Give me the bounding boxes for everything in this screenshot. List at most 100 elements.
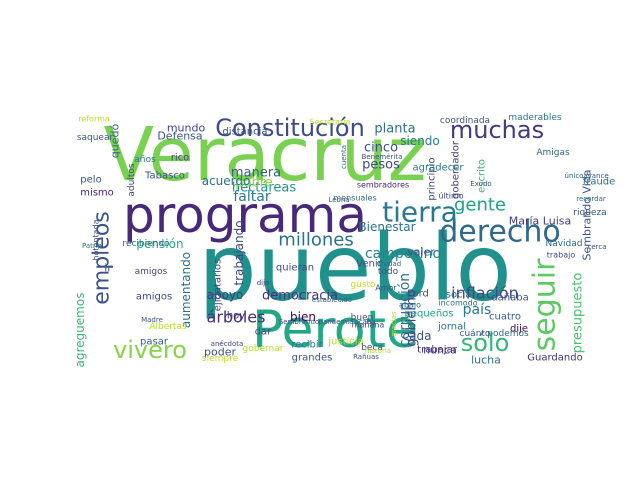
word-cerca: cerca (587, 243, 606, 251)
word-apoyo: apoyo (207, 288, 244, 302)
word-gobernador: gobernador (451, 140, 462, 199)
word-manana: mañana (352, 321, 385, 330)
word-trabajando: trabajando (232, 220, 246, 285)
word-seguir: seguir (528, 258, 563, 351)
word-inflacion: inflación (451, 284, 519, 303)
word-sembradores: sembradores (357, 181, 409, 190)
word-poder: poder (204, 346, 236, 359)
word-gusto: gusto (350, 280, 376, 290)
word-mismo: mismo (80, 188, 114, 199)
word-hotentada: hotentada (92, 219, 101, 260)
word-riqueza: riqueza (573, 208, 606, 218)
word-acaba: acaba (354, 318, 375, 326)
word-grandes: grandes (292, 353, 333, 364)
word-ejidatarios: ejidatarios (213, 259, 224, 311)
word-pobre: pobre (235, 176, 273, 191)
word-agreguemos: agreguemos (73, 293, 87, 368)
word-establecido: establecido (312, 296, 352, 304)
word-amor: Amor (375, 284, 397, 293)
word-ir: ir (104, 262, 112, 275)
word-danaba: dañaba (491, 293, 528, 304)
word-podemos: podemos (487, 329, 529, 339)
word-historia: historia (365, 347, 391, 355)
word-rico: rico (171, 153, 190, 164)
word-coordinada: coordinada (440, 116, 490, 126)
word-veracruz: Veracruz (103, 112, 426, 198)
word-pension: pensión (136, 237, 183, 251)
word-dijo: dijo (257, 279, 270, 287)
word-navidad: Navidad (545, 239, 582, 249)
word-madre: Madre (141, 316, 163, 324)
word-fraude: fraude (583, 177, 616, 188)
word-incomodo: incomodo (438, 299, 477, 308)
word-perote: Perote (252, 300, 418, 360)
word-unico: único (565, 172, 584, 180)
word-ultimo: último (438, 192, 463, 201)
word-millones: millones (278, 230, 353, 251)
word-gobierno: gobierno (405, 289, 420, 346)
word-quieran: quieran (276, 263, 314, 274)
word-recibir: recibir (291, 340, 323, 351)
word-amigos: amigos (136, 292, 172, 303)
word-amigos: amigos (135, 267, 168, 277)
word-presupuesto: presupuesto (571, 273, 586, 354)
word-amigas: Amigas (536, 148, 570, 158)
word-campesino: campesino (365, 246, 441, 262)
word-nunca: nunca (423, 344, 457, 357)
word-beca: beca (361, 343, 383, 353)
word-lucha: lucha (471, 354, 501, 367)
word-buen: buen (351, 313, 374, 323)
word-trabajar: trabajar (417, 345, 458, 356)
word-anos: años (134, 155, 156, 165)
word-saquear: saquear (77, 133, 114, 143)
word-mundo: mundo (167, 122, 206, 135)
word-solo: sólo (461, 329, 510, 357)
word-cinco: cinco (364, 141, 398, 156)
word-acuerdo: acuerdo (202, 174, 251, 188)
word-muchas: muchas (450, 116, 544, 144)
word-dije: dije (510, 324, 528, 335)
word-venir: Venir (356, 259, 382, 270)
word-exodo: Exodo (470, 180, 491, 188)
word-hoy: hoy (227, 311, 245, 322)
word-pesos: pesos (362, 158, 400, 173)
word-recordar: recordar (576, 195, 606, 203)
word-distancia: distancia (222, 127, 267, 138)
word-ranuas: Rañuas (353, 353, 379, 361)
word-pelo: pelo (80, 175, 101, 186)
word-manera: manera (231, 166, 281, 181)
word-anecdota: anécdota (211, 340, 244, 348)
word-secretaria: Secretaría (310, 118, 351, 127)
word-agradecer: agradecer (413, 163, 465, 174)
word-derecho: derecho (439, 215, 561, 250)
word-sembrando: Sembrando (279, 318, 319, 326)
word-corrupcion: corrupción (397, 273, 413, 347)
word-gracias: gracias (390, 311, 398, 337)
word-guardando: Guardando (527, 353, 582, 364)
word-principio: principio (427, 157, 438, 200)
word-dar: dar (255, 327, 272, 338)
word-maria-luisa: María Luisa (509, 215, 571, 228)
word-cuanto: cuánto (460, 329, 491, 339)
word-gobernar: gobernar (243, 344, 284, 354)
word-bien: bien (290, 310, 316, 324)
word-trabajo: trabajo (547, 251, 576, 260)
word-ciudad: Ciudad (377, 260, 401, 268)
word-social: social (446, 290, 475, 301)
word-empleos: empleos (90, 211, 115, 305)
word-maderables: maderables (508, 113, 561, 123)
word-programa: programa (123, 186, 367, 244)
word-reforma: reforma (78, 115, 110, 124)
word-todo: todo (378, 267, 399, 277)
word-pasar: pasar (140, 337, 169, 348)
word-siendo: siendo (400, 134, 440, 148)
word-adultos: adultos (127, 163, 137, 196)
word-sembrando-vida: Sembrando Vida (581, 170, 594, 261)
word-faltar: faltar (233, 189, 270, 205)
word-patria: Patria (82, 242, 102, 250)
word-abajo: abajo (399, 301, 421, 310)
word-pandemia: pandemia (319, 318, 354, 326)
word-tabasco: Tabasco (144, 171, 185, 182)
word-democracia: democracia (262, 289, 338, 304)
